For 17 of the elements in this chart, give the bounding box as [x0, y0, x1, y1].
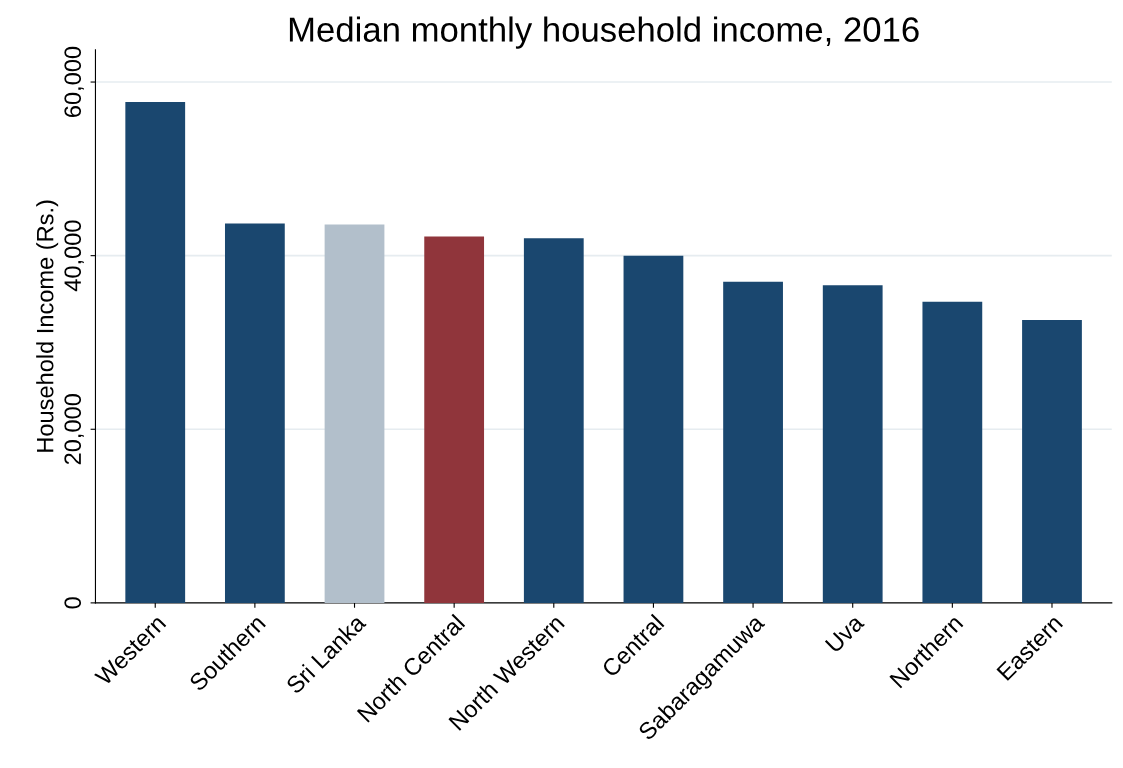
bar [922, 301, 983, 603]
bar [723, 281, 783, 603]
chart-title: Median monthly household income, 2016 [289, 16, 919, 49]
bar [523, 238, 584, 603]
bar [125, 102, 186, 603]
bar [1022, 319, 1082, 603]
y-tick-label: 0 [64, 597, 82, 609]
y-tick-label: 60,000 [64, 46, 84, 117]
y-axis-title: Household Income (Rs.) [36, 200, 59, 452]
bar [424, 236, 485, 603]
bar [224, 223, 285, 603]
bar [822, 285, 883, 603]
y-tick-label: 20,000 [64, 394, 84, 465]
bar [324, 224, 385, 603]
y-tick-label: 40,000 [64, 220, 84, 292]
x-tick-label: Uva [824, 613, 865, 654]
bar [623, 255, 684, 603]
